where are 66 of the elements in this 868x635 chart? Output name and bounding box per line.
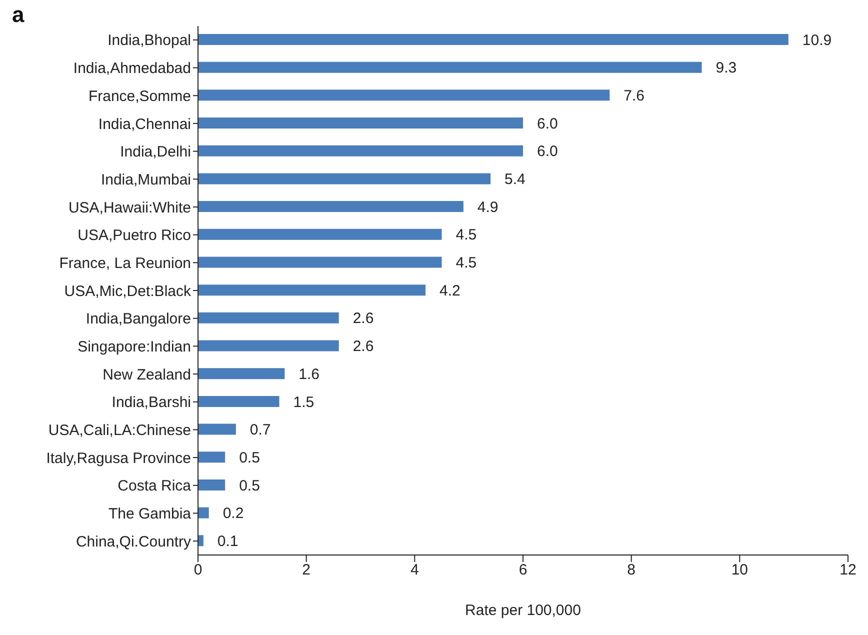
y-tick-label: Italy,Ragusa Province <box>46 450 191 467</box>
data-label: 5.4 <box>504 171 526 188</box>
y-tick-label: USA,Puetro Rico <box>78 227 191 244</box>
data-label: 0.5 <box>239 477 260 494</box>
bar <box>198 284 426 296</box>
x-tick-label: 4 <box>410 562 419 579</box>
data-label: 4.5 <box>456 226 477 244</box>
data-label: 10.9 <box>802 32 832 49</box>
y-tick-label: India,Barshi <box>112 394 191 412</box>
bar <box>198 368 285 380</box>
y-tick-label: India,Chennai <box>98 116 191 133</box>
bar <box>198 479 226 490</box>
bar <box>198 452 226 463</box>
y-tick-label: New Zealand <box>102 366 191 384</box>
data-label: 9.3 <box>716 60 737 77</box>
y-tick-label: USA,Hawaii:White <box>68 199 191 216</box>
y-tick-label: India,Ahmedabad <box>73 60 191 78</box>
text: a <box>12 2 24 28</box>
x-tick-label: 12 <box>840 562 856 579</box>
data-label: 6.0 <box>537 115 558 132</box>
bar <box>198 535 204 546</box>
bar <box>198 201 464 212</box>
data-label: 0.7 <box>250 422 271 439</box>
y-tick-label: India,Bangalore <box>86 310 191 328</box>
bar <box>198 228 442 240</box>
data-label: 4.2 <box>440 282 460 300</box>
y-tick-label: France, La Reunion <box>59 254 191 272</box>
data-label: 0.2 <box>222 505 244 522</box>
x-axis-title: Rate per 100,000 <box>465 602 581 619</box>
bar <box>198 173 490 184</box>
bar <box>198 256 442 268</box>
y-tick-label: China,Qi.Country <box>76 533 192 550</box>
x-tick-label: 2 <box>302 562 311 579</box>
bar <box>198 340 339 352</box>
bar <box>198 424 236 435</box>
data-label: 7.6 <box>624 88 645 105</box>
data-label: 2.6 <box>352 310 374 328</box>
x-tick-label: 10 <box>731 562 748 579</box>
bar <box>198 507 209 518</box>
y-tick-label: India,Mumbai <box>100 171 191 188</box>
bar <box>198 396 280 407</box>
bar <box>198 312 339 324</box>
y-tick-label: USA,Cali,LA:Chinese <box>48 422 191 440</box>
y-tick-label: India,Delhi <box>120 144 191 161</box>
data-label: 6.0 <box>537 143 558 160</box>
data-label: 1.6 <box>298 366 320 383</box>
data-label: 1.5 <box>293 394 314 411</box>
x-tick-label: 6 <box>518 562 528 579</box>
data-label: 0.5 <box>239 449 260 466</box>
bar <box>198 118 523 129</box>
y-tick-label: Singapore:Indian <box>78 338 191 356</box>
data-label: 0.1 <box>217 532 238 550</box>
data-label: 2.6 <box>352 338 374 356</box>
y-tick-label: France,Somme <box>88 88 191 105</box>
bar <box>198 90 610 101</box>
x-tick-label: 8 <box>627 562 636 579</box>
data-label: 4.9 <box>477 198 498 216</box>
y-tick-label: India,Bhopal <box>108 32 191 50</box>
bar <box>198 145 523 156</box>
y-tick-label: Costa Rica <box>118 478 192 495</box>
y-tick-label: The Gambia <box>108 506 192 523</box>
bar <box>198 34 788 45</box>
bar <box>198 62 702 73</box>
x-tick-label: 0 <box>194 562 202 579</box>
y-tick-label: USA,Mic,Det:Black <box>64 282 192 300</box>
data-label: 4.5 <box>456 254 477 272</box>
